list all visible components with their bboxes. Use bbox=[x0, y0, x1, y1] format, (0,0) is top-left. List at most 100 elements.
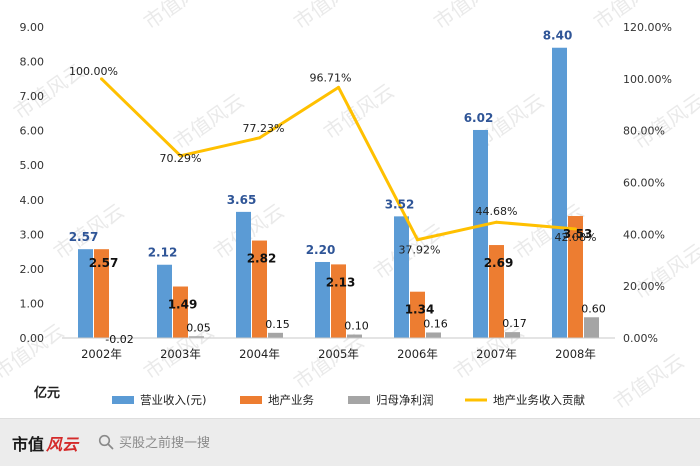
bar-2 bbox=[568, 216, 583, 338]
search-icon bbox=[98, 434, 114, 449]
y-axis-label: 亿元 bbox=[34, 385, 60, 401]
line-point bbox=[100, 77, 103, 81]
bar-1 bbox=[473, 129, 488, 338]
bar-3 bbox=[268, 332, 283, 338]
bar-3 bbox=[189, 336, 204, 338]
x-tick-label: 2005年 bbox=[318, 347, 359, 361]
line-point bbox=[495, 220, 498, 224]
y-tick-label: 7.00 bbox=[20, 90, 45, 103]
y-tick-label: 3.00 bbox=[20, 228, 45, 241]
bar-2 bbox=[331, 264, 346, 338]
line-label: 70.29% bbox=[160, 152, 202, 165]
bar-3-label: 0.15 bbox=[265, 318, 290, 331]
bar-2-label: 2.13 bbox=[326, 275, 356, 289]
bar-1-label: 8.40 bbox=[543, 29, 573, 43]
watermark-text: 市值风云 bbox=[609, 349, 688, 415]
watermark-text: 市值风云 bbox=[289, 0, 368, 34]
watermark-text: 市值风云 bbox=[319, 79, 398, 145]
y2-tick-label: 120.00% bbox=[623, 21, 672, 34]
bar-2-label: 1.49 bbox=[168, 298, 198, 312]
bar-1-label: 3.65 bbox=[227, 193, 257, 207]
line-label: 77.23% bbox=[243, 122, 285, 135]
legend-swatch bbox=[348, 396, 370, 404]
search-box[interactable]: 买股之前搜一搜 bbox=[98, 432, 210, 451]
legend-swatch bbox=[112, 396, 134, 404]
line-label: 37.92% bbox=[399, 244, 441, 257]
x-tick-label: 2004年 bbox=[239, 347, 280, 361]
y2-tick-label: 60.00% bbox=[623, 177, 665, 190]
bar-2 bbox=[173, 286, 188, 338]
x-tick-label: 2007年 bbox=[476, 347, 517, 361]
bar-1 bbox=[78, 249, 93, 338]
bar-3-label: 0.05 bbox=[186, 321, 211, 334]
bar-3-label: 0.60 bbox=[581, 302, 606, 315]
bar-1-label: 2.20 bbox=[306, 243, 336, 257]
bar-1-label: 6.02 bbox=[464, 111, 494, 125]
bar-1 bbox=[394, 216, 409, 338]
bar-3 bbox=[505, 332, 520, 338]
x-tick-label: 2003年 bbox=[160, 347, 201, 361]
x-tick-label: 2006年 bbox=[397, 347, 438, 361]
y-tick-label: 8.00 bbox=[20, 56, 45, 69]
bar-2-label: 1.34 bbox=[405, 303, 435, 317]
bar-3-label: 0.16 bbox=[423, 317, 448, 330]
legend-label: 归母净利润 bbox=[376, 393, 434, 407]
watermark-text: 市值风云 bbox=[429, 0, 508, 34]
bar-3 bbox=[584, 317, 599, 338]
y2-tick-label: 0.00% bbox=[623, 332, 658, 345]
footer-bar: 市值 风云 买股之前搜一搜 bbox=[0, 418, 700, 466]
y2-tick-label: 40.00% bbox=[623, 228, 665, 241]
line-point bbox=[258, 136, 261, 140]
bar-3-label: 0.10 bbox=[344, 320, 369, 333]
watermark-text: 市值风云 bbox=[139, 0, 218, 34]
bar-3-label: 0.17 bbox=[502, 317, 527, 330]
bar-1-label: 3.52 bbox=[385, 197, 415, 211]
bar-3 bbox=[347, 334, 362, 338]
search-placeholder: 买股之前搜一搜 bbox=[119, 436, 211, 451]
line-label: 44.68% bbox=[476, 205, 518, 218]
line-point bbox=[179, 154, 182, 158]
line-label: 100.00% bbox=[69, 65, 118, 78]
y2-tick-label: 100.00% bbox=[623, 73, 672, 86]
bar-1 bbox=[315, 261, 330, 338]
watermark-text: 市值风云 bbox=[629, 89, 700, 155]
bar-2 bbox=[410, 291, 425, 338]
watermark-text: 市值风云 bbox=[629, 239, 700, 305]
line-label: 96.71% bbox=[310, 71, 352, 84]
y-tick-label: 4.00 bbox=[20, 194, 45, 207]
bar-2-label: 2.82 bbox=[247, 252, 277, 266]
legend-swatch bbox=[240, 396, 262, 404]
brand-logo[interactable]: 市值 风云 bbox=[12, 431, 78, 455]
bar-2 bbox=[94, 249, 109, 338]
y-tick-label: 0.00 bbox=[20, 332, 45, 345]
bar-1 bbox=[157, 264, 172, 338]
bar-1-label: 2.57 bbox=[69, 230, 99, 244]
bar-1 bbox=[236, 211, 251, 338]
bar-2 bbox=[252, 240, 267, 338]
y-tick-label: 5.00 bbox=[20, 159, 45, 172]
bar-3 bbox=[426, 332, 441, 338]
line-label: 42.08% bbox=[555, 231, 597, 244]
y-tick-label: 9.00 bbox=[20, 21, 45, 34]
brand-text: 市值 bbox=[12, 435, 45, 454]
bar-2 bbox=[489, 245, 504, 338]
y-tick-label: 1.00 bbox=[20, 297, 45, 310]
bar-2-label: 3.53 bbox=[563, 227, 593, 241]
watermark-text: 市值风云 bbox=[0, 319, 68, 385]
x-tick-label: 2002年 bbox=[81, 347, 122, 361]
bar-1 bbox=[552, 47, 567, 338]
line-point bbox=[416, 238, 419, 242]
x-tick-label: 2008年 bbox=[555, 347, 596, 361]
line-point bbox=[337, 85, 340, 89]
bar-1-label: 2.12 bbox=[148, 246, 178, 260]
bar-2-label: 2.57 bbox=[89, 256, 119, 270]
bar-2-label: 2.69 bbox=[484, 256, 514, 270]
line-point bbox=[574, 227, 577, 231]
legend-label: 营业收入(元) bbox=[140, 393, 206, 407]
bar-3-label: -0.02 bbox=[105, 333, 133, 346]
brand-wind-text: 风云 bbox=[46, 435, 79, 454]
y2-tick-label: 20.00% bbox=[623, 280, 665, 293]
y2-tick-label: 80.00% bbox=[623, 125, 665, 138]
